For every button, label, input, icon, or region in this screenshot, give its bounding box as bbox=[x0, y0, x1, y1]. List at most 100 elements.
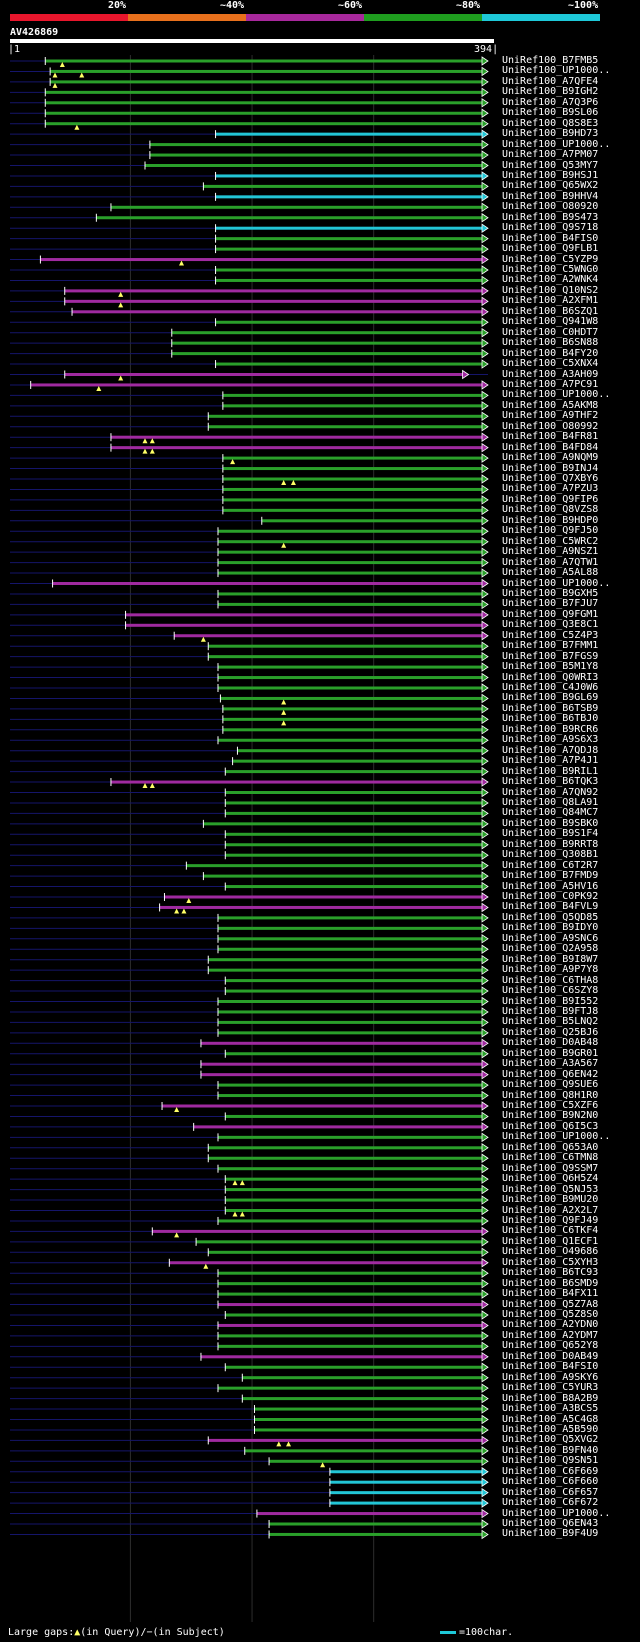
hit-alignment[interactable] bbox=[224, 850, 489, 860]
hit-alignment[interactable] bbox=[268, 1456, 489, 1467]
hit-label-link[interactable]: UniRef100_C5XYH3 bbox=[502, 1256, 599, 1268]
hit-label-link[interactable]: UniRef100_Q9FIP6 bbox=[502, 493, 599, 505]
hit-alignment[interactable] bbox=[217, 1163, 489, 1174]
hit-alignment[interactable] bbox=[217, 1268, 489, 1278]
hit-label-link[interactable]: UniRef100_A7QFE4 bbox=[502, 75, 599, 87]
hit-label-link[interactable]: UniRef100_B9GL69 bbox=[502, 692, 599, 704]
hit-label-link[interactable]: UniRef100_B9HSJ1 bbox=[502, 169, 599, 181]
hit-label-link[interactable]: UniRef100_B4FY20 bbox=[502, 347, 599, 359]
hit-alignment[interactable] bbox=[217, 1017, 489, 1028]
hit-alignment[interactable] bbox=[217, 1080, 489, 1090]
hit-alignment[interactable] bbox=[217, 1299, 489, 1310]
hit-alignment[interactable] bbox=[163, 892, 489, 902]
hit-label-link[interactable]: UniRef100_C4J0W6 bbox=[502, 682, 599, 693]
hit-alignment[interactable] bbox=[44, 108, 489, 118]
hit-label-link[interactable]: UniRef100_Q9FJ49 bbox=[502, 1214, 599, 1226]
hit-alignment[interactable] bbox=[222, 474, 489, 484]
hit-label-link[interactable]: UniRef100_B6TBJ0 bbox=[502, 713, 599, 725]
hit-label-link[interactable]: UniRef100_B9F4U9 bbox=[502, 1528, 599, 1540]
hit-label-link[interactable]: UniRef100_A7P4J1 bbox=[502, 755, 599, 767]
hit-label-link[interactable]: UniRef100_A5HV16 bbox=[502, 880, 599, 892]
hit-label-link[interactable]: UniRef100_O80992 bbox=[502, 420, 599, 432]
hit-alignment[interactable] bbox=[217, 1341, 489, 1352]
hit-label-link[interactable]: UniRef100_B9GR01 bbox=[502, 1047, 599, 1059]
hit-alignment[interactable] bbox=[329, 1467, 489, 1477]
hit-alignment[interactable] bbox=[253, 1414, 489, 1425]
hit-label-link[interactable]: UniRef100_C6F657 bbox=[502, 1486, 599, 1498]
hit-label-link[interactable]: UniRef100_C5YUR3 bbox=[502, 1382, 599, 1394]
hit-label-link[interactable]: UniRef100_Q6H5Z4 bbox=[502, 1173, 599, 1185]
hit-alignment[interactable] bbox=[217, 547, 489, 557]
hit-alignment[interactable] bbox=[222, 505, 489, 516]
hit-label-link[interactable]: UniRef100_A7QTW1 bbox=[502, 556, 599, 568]
hit-label-link[interactable]: UniRef100_Q1ECF1 bbox=[502, 1235, 599, 1247]
hit-alignment[interactable] bbox=[224, 1184, 489, 1195]
hit-label-link[interactable]: UniRef100_C0HDT7 bbox=[502, 326, 599, 338]
hit-alignment[interactable] bbox=[236, 745, 489, 756]
hit-label-link[interactable]: UniRef100_Q0WRI3 bbox=[502, 671, 599, 683]
hit-label-link[interactable]: UniRef100_Q5XVG2 bbox=[502, 1434, 599, 1446]
hit-alignment[interactable] bbox=[52, 578, 489, 589]
hit-label-link[interactable]: UniRef100_Q8H1R0 bbox=[502, 1089, 599, 1101]
hit-alignment[interactable] bbox=[207, 1435, 489, 1446]
hit-alignment[interactable] bbox=[215, 171, 489, 181]
hit-alignment[interactable] bbox=[39, 254, 489, 265]
hit-alignment[interactable] bbox=[224, 1174, 489, 1184]
hit-label-link[interactable]: UniRef100_O80920 bbox=[502, 201, 599, 213]
hit-label-link[interactable]: UniRef100_B7FGS9 bbox=[502, 650, 599, 662]
hit-alignment[interactable] bbox=[64, 296, 489, 307]
hit-alignment[interactable] bbox=[159, 902, 489, 913]
hit-alignment[interactable] bbox=[207, 1247, 489, 1258]
hit-alignment[interactable] bbox=[224, 1195, 489, 1205]
hit-alignment[interactable] bbox=[49, 77, 489, 87]
hit-alignment[interactable] bbox=[253, 1425, 489, 1435]
hit-alignment[interactable] bbox=[200, 1069, 489, 1080]
hit-label-link[interactable]: UniRef100_B4FD84 bbox=[502, 441, 599, 453]
hit-label-link[interactable]: UniRef100_A9THF2 bbox=[502, 410, 599, 422]
hit-label-link[interactable]: UniRef100_C5XZF6 bbox=[502, 1100, 599, 1111]
hit-alignment[interactable] bbox=[185, 860, 489, 871]
hit-label-link[interactable]: UniRef100_Q5NJ53 bbox=[502, 1183, 599, 1195]
hit-alignment[interactable] bbox=[168, 1258, 489, 1268]
hit-label-link[interactable]: UniRef100_B6SMD9 bbox=[502, 1277, 599, 1289]
hit-label-link[interactable]: UniRef100_Q6EN43 bbox=[502, 1518, 599, 1529]
hit-label-link[interactable]: UniRef100_Q9FLB1 bbox=[502, 243, 599, 255]
hit-label-link[interactable]: UniRef100_Q25BJ6 bbox=[502, 1026, 599, 1038]
hit-alignment[interactable] bbox=[207, 411, 489, 422]
hit-label-link[interactable]: UniRef100_Q6EN42 bbox=[502, 1068, 599, 1080]
hit-alignment[interactable] bbox=[224, 829, 489, 840]
hit-alignment[interactable] bbox=[217, 526, 489, 536]
hit-alignment[interactable] bbox=[207, 954, 489, 965]
hit-alignment[interactable] bbox=[217, 1090, 489, 1101]
hit-label-link[interactable]: UniRef100_B4FIS0 bbox=[502, 232, 599, 244]
hit-label-link[interactable]: UniRef100_C6F669 bbox=[502, 1465, 599, 1477]
hit-label-link[interactable]: UniRef100_A2X2L7 bbox=[502, 1204, 599, 1216]
hit-label-link[interactable]: UniRef100_B9INJ4 bbox=[502, 462, 599, 474]
hit-alignment[interactable] bbox=[268, 1519, 489, 1529]
hit-alignment[interactable] bbox=[44, 98, 489, 108]
hit-alignment[interactable] bbox=[222, 714, 489, 725]
hit-label-link[interactable]: UniRef100_D0AB48 bbox=[502, 1037, 599, 1049]
hit-alignment[interactable] bbox=[217, 1320, 489, 1331]
hit-alignment[interactable] bbox=[207, 965, 489, 975]
hit-alignment[interactable] bbox=[217, 1278, 489, 1289]
hit-label-link[interactable]: UniRef100_B8A2B9 bbox=[502, 1392, 599, 1404]
hit-alignment[interactable] bbox=[217, 1028, 489, 1038]
hit-alignment[interactable] bbox=[232, 756, 489, 766]
hit-label-link[interactable]: UniRef100_Q308B1 bbox=[502, 849, 599, 861]
hit-label-link[interactable]: UniRef100_UP1000.. bbox=[502, 65, 611, 77]
hit-label-link[interactable]: UniRef100_B9FN40 bbox=[502, 1444, 599, 1456]
hit-label-link[interactable]: UniRef100_Q8VZS8 bbox=[502, 504, 599, 516]
hit-label-link[interactable]: UniRef100_B9HHV4 bbox=[502, 190, 599, 202]
hit-label-link[interactable]: UniRef100_UP1000.. bbox=[502, 577, 611, 589]
hit-alignment[interactable] bbox=[171, 327, 489, 338]
hit-label-link[interactable]: UniRef100_A7PC91 bbox=[502, 378, 599, 390]
hit-label-link[interactable]: UniRef100_Q5Z7A8 bbox=[502, 1298, 599, 1310]
hit-label-link[interactable]: UniRef100_B9RRT8 bbox=[502, 838, 599, 850]
hit-label-link[interactable]: UniRef100_A5AKM8 bbox=[502, 399, 599, 411]
hit-alignment[interactable] bbox=[44, 87, 489, 98]
hit-label-link[interactable]: UniRef100_A7QDJ8 bbox=[502, 744, 599, 756]
hit-alignment[interactable] bbox=[224, 787, 489, 798]
hit-label-link[interactable]: UniRef100_C5WRC2 bbox=[502, 535, 599, 547]
hit-label-link[interactable]: UniRef100_B6SZQ1 bbox=[502, 305, 599, 317]
